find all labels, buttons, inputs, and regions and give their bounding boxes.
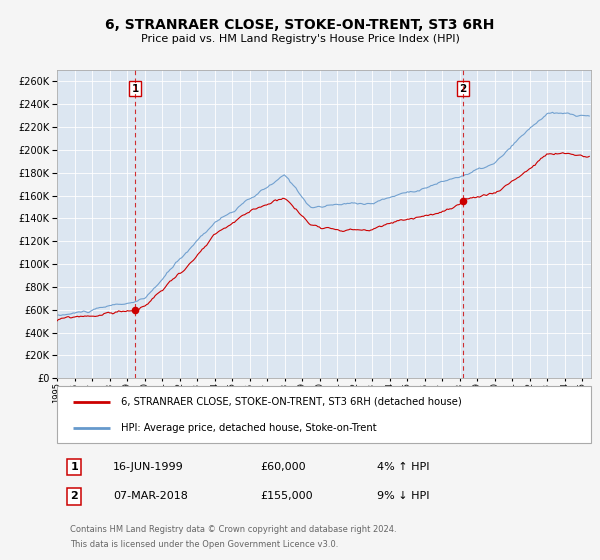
Text: £60,000: £60,000: [260, 462, 305, 472]
FancyBboxPatch shape: [57, 386, 591, 443]
Text: 1: 1: [70, 462, 78, 472]
Text: 2: 2: [459, 84, 466, 94]
Text: 9% ↓ HPI: 9% ↓ HPI: [377, 492, 430, 501]
Text: 6, STRANRAER CLOSE, STOKE-ON-TRENT, ST3 6RH: 6, STRANRAER CLOSE, STOKE-ON-TRENT, ST3 …: [106, 18, 494, 32]
Text: HPI: Average price, detached house, Stoke-on-Trent: HPI: Average price, detached house, Stok…: [121, 423, 377, 433]
Text: Price paid vs. HM Land Registry's House Price Index (HPI): Price paid vs. HM Land Registry's House …: [140, 34, 460, 44]
Text: 2: 2: [70, 492, 78, 501]
Text: 16-JUN-1999: 16-JUN-1999: [113, 462, 184, 472]
Text: This data is licensed under the Open Government Licence v3.0.: This data is licensed under the Open Gov…: [70, 540, 339, 549]
Text: 1: 1: [131, 84, 139, 94]
Text: 6, STRANRAER CLOSE, STOKE-ON-TRENT, ST3 6RH (detached house): 6, STRANRAER CLOSE, STOKE-ON-TRENT, ST3 …: [121, 397, 462, 407]
Text: 07-MAR-2018: 07-MAR-2018: [113, 492, 188, 501]
Text: Contains HM Land Registry data © Crown copyright and database right 2024.: Contains HM Land Registry data © Crown c…: [70, 525, 397, 534]
Text: £155,000: £155,000: [260, 492, 313, 501]
Text: 4% ↑ HPI: 4% ↑ HPI: [377, 462, 430, 472]
